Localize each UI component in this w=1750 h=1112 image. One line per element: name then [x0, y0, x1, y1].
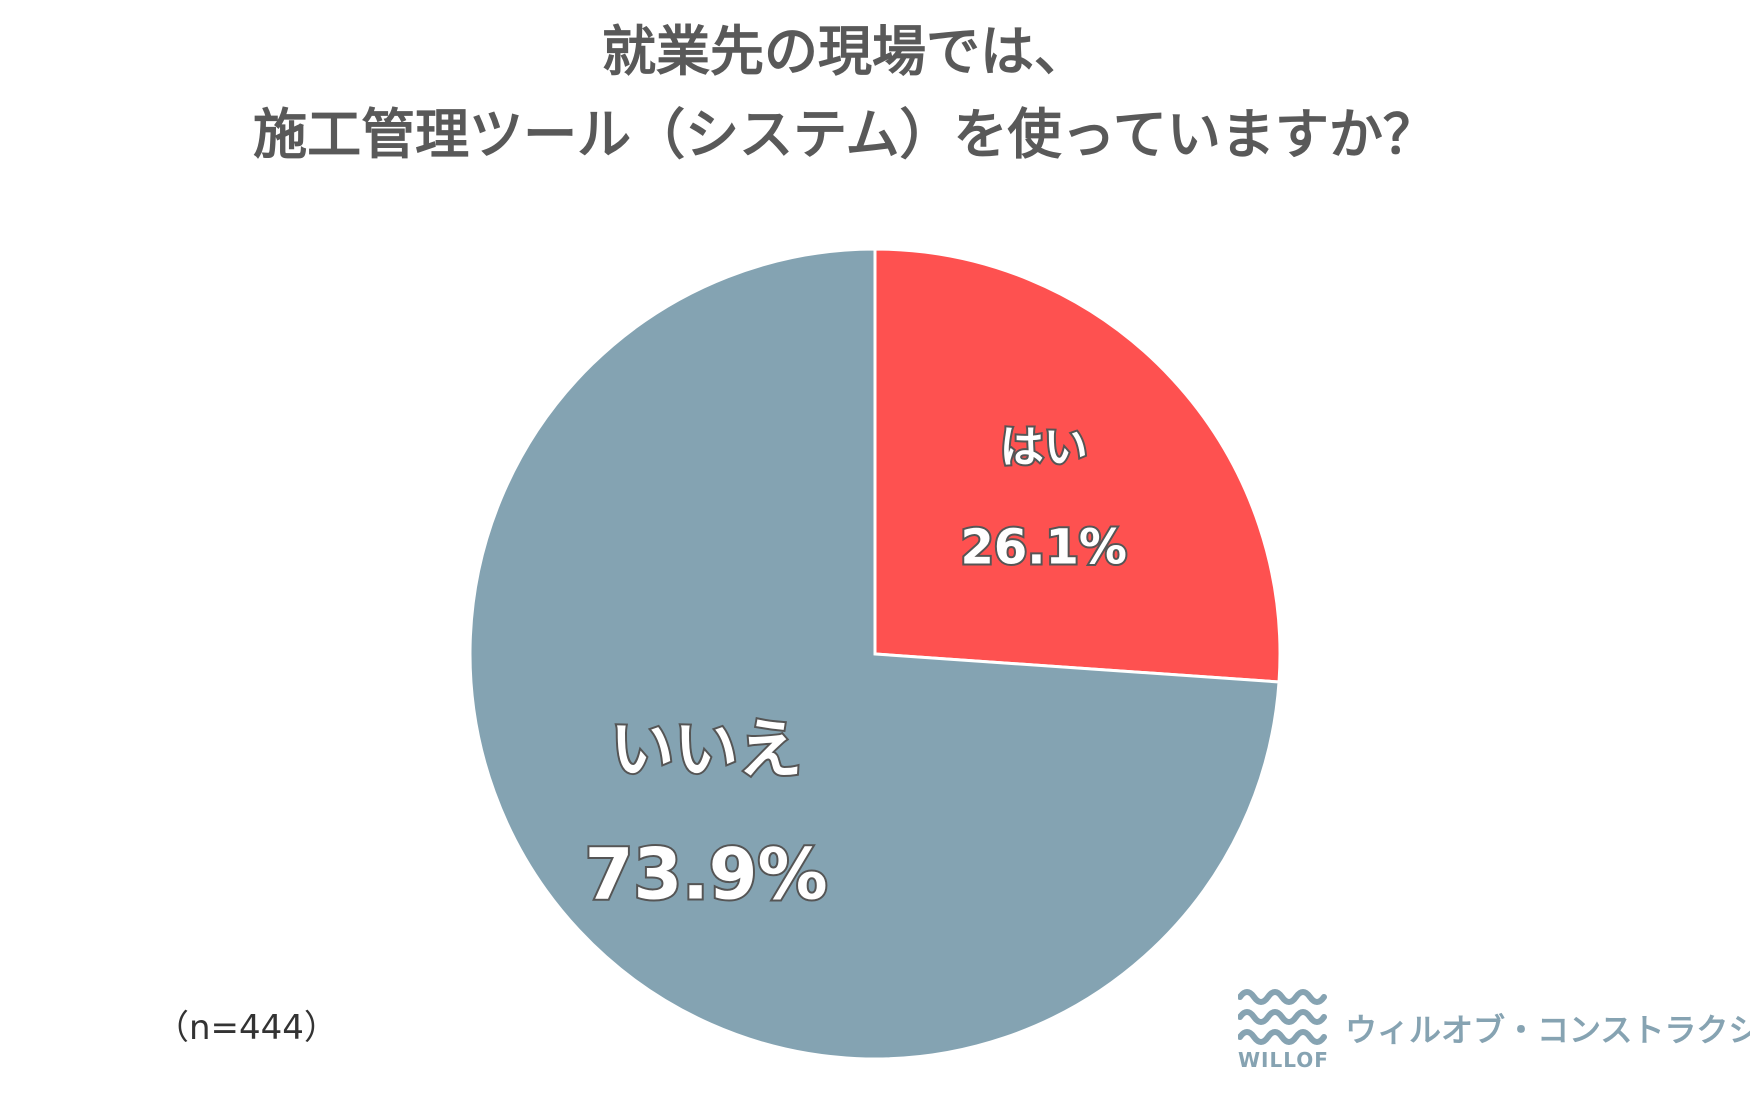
- pie-labels: はい 26.1% いいえ 73.9%: [583, 420, 1129, 918]
- slice-label-value-0: 26.1%: [961, 519, 1128, 575]
- chart-title-line-1: 就業先の現場では、: [602, 20, 1088, 83]
- pie-slices: [468, 247, 1282, 1061]
- slice-label-name-1: いいえ: [610, 713, 802, 787]
- pie-slice-1: [468, 247, 1281, 1061]
- willof-wave-logo-icon: [1238, 989, 1327, 1045]
- slice-label-name-0: はい: [1000, 422, 1088, 473]
- chart-title-line-2: 施工管理ツール（システム）を使っていますか？: [253, 103, 1437, 166]
- pie-slice-0: [873, 247, 1282, 684]
- company-name: ウィルオブ・コンストラクション: [1345, 1011, 1750, 1049]
- logo-wordmark: WILLOF: [1238, 1048, 1329, 1072]
- slice-label-value-1: 73.9%: [585, 833, 828, 915]
- sample-size-note: （n=444）: [155, 1008, 338, 1048]
